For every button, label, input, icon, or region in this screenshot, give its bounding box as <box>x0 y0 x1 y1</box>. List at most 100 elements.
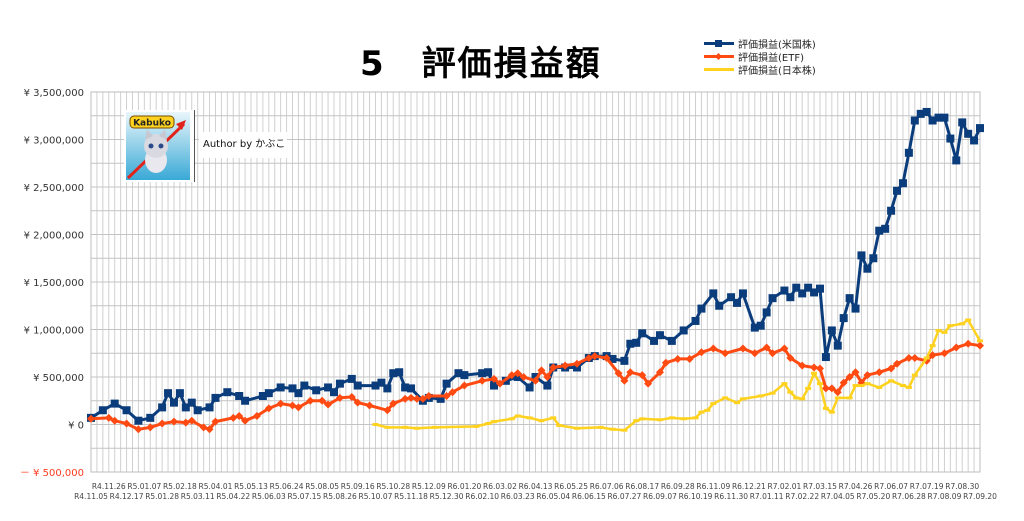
data-point <box>407 384 416 393</box>
data-point <box>473 424 480 428</box>
data-point <box>288 384 297 393</box>
data-point <box>976 124 984 133</box>
data-point <box>655 368 664 377</box>
data-point <box>680 417 687 421</box>
x-tick-label: R6.01.20 <box>447 482 481 491</box>
data-point <box>424 392 433 400</box>
x-tick-label: R6.06.15 <box>572 492 606 501</box>
x-tick-label: R6.03.23 <box>501 492 535 501</box>
series-1 <box>87 339 984 434</box>
data-point <box>134 416 143 425</box>
x-tick-label: R5.01.07 <box>127 482 161 491</box>
data-point <box>402 425 409 429</box>
data-point <box>715 301 724 310</box>
data-point <box>389 369 398 378</box>
data-point <box>946 134 955 143</box>
data-point <box>561 361 570 370</box>
x-tick-label: R5.12.30 <box>430 492 464 501</box>
x-tick-label: R6.12.21 <box>732 482 766 491</box>
data-point <box>181 403 190 412</box>
x-tick-label: R6.08.17 <box>625 482 659 491</box>
x-tick-label: R5.04.01 <box>199 482 233 491</box>
data-point <box>810 288 819 297</box>
data-point <box>460 371 469 380</box>
data-point <box>970 136 979 145</box>
data-point <box>698 410 705 414</box>
data-point <box>834 396 841 400</box>
x-tick-label: R6.09.07 <box>643 492 677 501</box>
data-point <box>638 371 647 380</box>
chart-title: 5 評価損益額 <box>360 44 602 84</box>
data-point <box>490 381 499 390</box>
legend-item: 評価損益(ETF) <box>704 50 816 64</box>
data-point <box>839 314 848 323</box>
data-point <box>828 410 835 414</box>
data-point <box>934 113 943 122</box>
data-point <box>122 419 131 428</box>
data-point <box>365 401 374 410</box>
data-point <box>722 396 729 400</box>
data-point <box>294 389 303 398</box>
data-point <box>887 364 896 373</box>
data-point <box>609 427 616 431</box>
data-point <box>229 413 238 422</box>
data-point <box>644 379 653 388</box>
data-point <box>395 368 404 377</box>
x-tick-label: R5.10.28 <box>376 482 410 491</box>
data-point <box>335 393 344 402</box>
data-point <box>538 419 545 423</box>
data-point <box>697 304 706 313</box>
data-point <box>146 423 155 432</box>
data-point <box>685 354 694 363</box>
data-point <box>353 381 362 390</box>
data-point <box>976 341 984 350</box>
data-point <box>709 289 718 298</box>
data-point <box>762 343 771 352</box>
data-point <box>205 403 214 412</box>
x-tick-label: R5.05.13 <box>234 482 268 491</box>
y-tick-label: ¥ 0 <box>68 421 84 432</box>
data-point <box>621 428 628 432</box>
y-tick-label: ¥ 3,000,000 <box>24 136 84 147</box>
data-point <box>964 129 973 138</box>
data-point <box>857 251 866 260</box>
data-point <box>478 369 487 378</box>
data-point <box>252 411 261 420</box>
data-point <box>655 331 664 340</box>
data-point <box>910 116 919 125</box>
x-tick-label: R6.02.10 <box>465 492 499 501</box>
data-point <box>193 406 202 415</box>
x-tick-label: R7.03.15 <box>803 482 837 491</box>
x-tick-label: R5.04.22 <box>216 492 250 501</box>
y-tick-label: － ¥ 500,000 <box>20 468 84 479</box>
author-label: Author by かぶこ <box>199 132 287 158</box>
data-point <box>484 368 493 377</box>
data-point <box>335 379 344 388</box>
data-point <box>673 354 682 363</box>
data-point <box>383 406 392 415</box>
data-point <box>810 363 819 372</box>
data-point <box>780 344 789 353</box>
data-point <box>768 349 777 358</box>
data-point <box>922 107 931 116</box>
data-point <box>799 397 806 401</box>
data-point <box>947 324 954 328</box>
data-point <box>187 416 196 425</box>
data-point <box>691 316 700 325</box>
data-point <box>845 294 854 303</box>
x-tick-label: R6.09.28 <box>661 482 695 491</box>
data-point <box>98 406 107 415</box>
data-point <box>816 382 823 386</box>
data-point <box>822 406 829 410</box>
data-point <box>738 289 747 298</box>
data-point <box>762 308 771 317</box>
y-tick-label: ¥ 500,000 <box>33 373 84 384</box>
x-tick-label: R7.02.01 <box>767 482 801 491</box>
data-point <box>786 354 795 362</box>
data-point <box>448 388 457 397</box>
data-point <box>199 423 208 432</box>
data-point <box>490 374 499 383</box>
y-tick-label: ¥ 1,500,000 <box>24 278 84 289</box>
x-tick-label: R7.05.20 <box>856 492 890 501</box>
data-point <box>460 381 469 390</box>
